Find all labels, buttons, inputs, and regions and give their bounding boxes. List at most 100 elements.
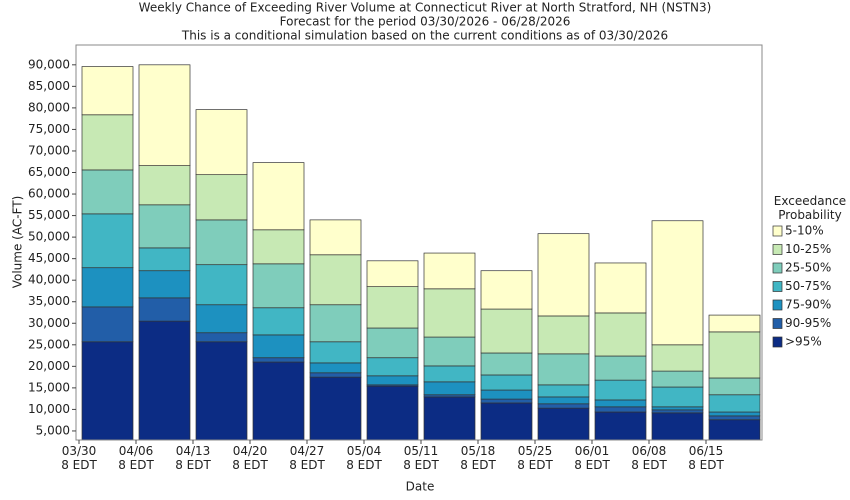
bar-segment [537, 396, 590, 405]
chart-title: Weekly Chance of Exceeding River Volume … [139, 1, 712, 15]
x-tick-label: 04/20 8 EDT [232, 444, 268, 472]
bar-segment [537, 315, 590, 355]
bars [81, 64, 761, 440]
bar-segment [195, 109, 248, 176]
bar-segment [81, 66, 134, 116]
y-tick-label: 50,000 [28, 230, 70, 244]
bar-segment [81, 114, 134, 171]
bar-segment [138, 270, 191, 299]
legend-swatch [772, 281, 783, 292]
y-tick-label: 30,000 [28, 316, 70, 330]
legend-swatch [772, 336, 783, 348]
bar-segment [252, 357, 305, 363]
bar-segment [81, 306, 134, 343]
bar-segment [594, 399, 647, 408]
y-tick-label: 60,000 [28, 187, 70, 201]
y-tick-label: 5,000 [36, 423, 70, 437]
legend-swatch [772, 244, 783, 255]
bar-segment [651, 409, 704, 414]
y-tick-label: 90,000 [28, 57, 70, 71]
bar-segment [594, 406, 647, 413]
bar-segment [366, 286, 419, 329]
legend-label: 90-95% [785, 316, 831, 330]
legend-swatch [772, 318, 783, 329]
bar-segment [708, 411, 761, 417]
bar-segment [594, 262, 647, 314]
bar-segment [537, 353, 590, 386]
bar-segment [423, 288, 476, 338]
bar-segment [138, 64, 191, 166]
legend-swatch [772, 225, 783, 237]
y-tick-label: 75,000 [28, 122, 70, 136]
legend-swatch [772, 299, 783, 311]
bar-segment [594, 411, 647, 440]
x-axis-label: Date [406, 480, 435, 494]
bar-segment [195, 174, 248, 221]
bar-segment [651, 220, 704, 346]
bar-segment [81, 267, 134, 308]
bar-segment [252, 162, 305, 231]
y-tick-label: 10,000 [28, 402, 70, 416]
bar-segment [309, 376, 362, 440]
plot-frame [75, 44, 763, 441]
bar-segment [252, 263, 305, 309]
bar-segment [480, 389, 533, 400]
bar-segment [366, 375, 419, 386]
bar-segment [195, 332, 248, 343]
y-tick-label: 40,000 [28, 273, 70, 287]
y-tick-label: 65,000 [28, 165, 70, 179]
bar-segment [537, 384, 590, 398]
x-tick-label: 03/30 8 EDT [61, 444, 97, 472]
chart-subtitle: This is a conditional simulation based o… [181, 29, 668, 43]
bar-segment [366, 327, 419, 359]
bar-segment [81, 169, 134, 215]
bar-segment [708, 377, 761, 396]
bar-segment [309, 304, 362, 343]
bar-segment [138, 204, 191, 249]
bar-segment [423, 336, 476, 367]
bar-segment [252, 361, 305, 440]
bar-segment [423, 252, 476, 290]
bar-segment [480, 308, 533, 354]
legend-label: 50-75% [785, 279, 831, 293]
bar-segment [195, 219, 248, 266]
bar-segment [480, 374, 533, 391]
y-tick-label: 25,000 [28, 337, 70, 351]
bar-segment [594, 355, 647, 381]
bar-segment [423, 381, 476, 396]
bar-segment [651, 406, 704, 411]
y-tick-label: 15,000 [28, 380, 70, 394]
bar-segment [423, 396, 476, 440]
bar-segment [252, 307, 305, 336]
x-tick-label: 06/01 8 EDT [574, 444, 610, 472]
bar-segment [708, 415, 761, 421]
legend-label: 5-10% [785, 224, 824, 238]
y-tick-label: 20,000 [28, 359, 70, 373]
bar-segment [537, 407, 590, 440]
bar-segment [537, 233, 590, 317]
x-tick-label: 06/15 8 EDT [688, 444, 724, 472]
bar-segment [651, 344, 704, 372]
bar-segment [309, 219, 362, 256]
y-tick-label: 80,000 [28, 100, 70, 114]
y-axis-label: Volume (AC-FT) [11, 196, 25, 289]
bar-segment [480, 352, 533, 376]
bar-segment [594, 312, 647, 357]
x-tick-label: 06/08 8 EDT [631, 444, 667, 472]
bar-segment [537, 403, 590, 409]
x-tick-label: 04/06 8 EDT [118, 444, 154, 472]
bar-segment [138, 247, 191, 272]
bar-segment [708, 331, 761, 379]
bar-segment [594, 379, 647, 401]
legend-label: 75-90% [785, 298, 831, 312]
bar-segment [252, 229, 305, 265]
x-tick-label: 05/11 8 EDT [403, 444, 439, 472]
x-tick-label: 04/13 8 EDT [175, 444, 211, 472]
bar-segment [195, 341, 248, 440]
bar-segment [81, 213, 134, 269]
bar-segment [138, 320, 191, 440]
bar-segment [651, 370, 704, 388]
bar-segment [366, 260, 419, 288]
